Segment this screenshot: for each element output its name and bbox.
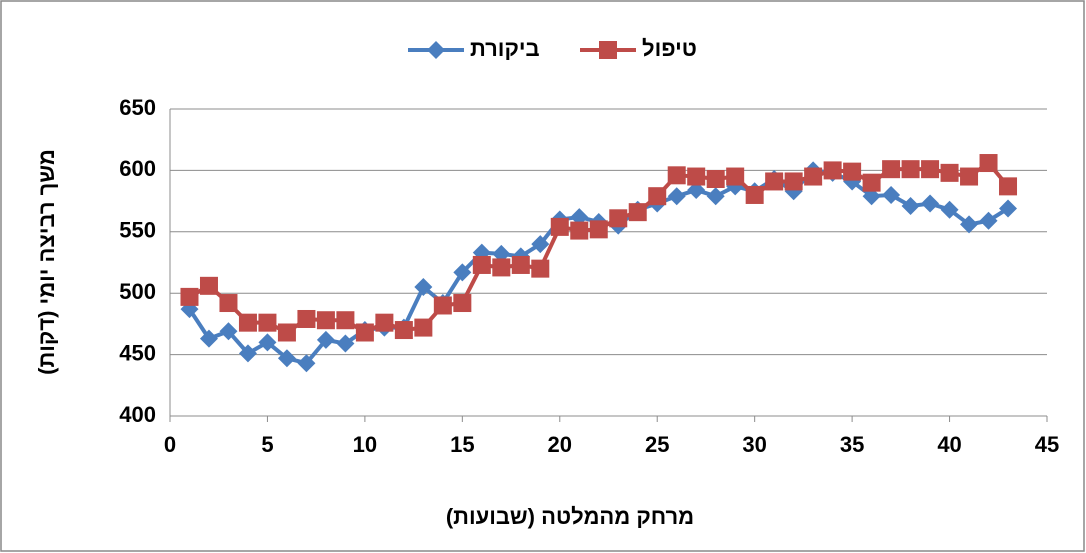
data-point [589, 220, 608, 239]
data-point [882, 185, 901, 204]
data-point [706, 169, 725, 188]
data-point [901, 160, 920, 179]
data-point [238, 313, 257, 332]
data-point [570, 221, 589, 240]
x-tick-label: 30 [742, 432, 766, 457]
data-point [999, 199, 1018, 218]
data-point [453, 263, 472, 282]
data-point [706, 187, 725, 206]
data-point [882, 160, 901, 179]
legend-marker [427, 41, 445, 59]
data-point [823, 161, 842, 180]
data-point [316, 330, 335, 349]
x-tick-label: 35 [840, 432, 864, 457]
data-point [511, 255, 530, 274]
legend-label: טיפול [642, 36, 697, 61]
data-point [667, 187, 686, 206]
data-point [336, 311, 355, 330]
data-point [648, 187, 667, 206]
data-point [414, 278, 433, 297]
data-point [297, 354, 316, 373]
data-point [667, 166, 686, 185]
data-point [921, 194, 940, 213]
data-point [921, 160, 940, 179]
data-point [804, 167, 823, 186]
y-tick-label: 600 [119, 156, 156, 181]
data-point [219, 294, 238, 313]
data-point [394, 321, 413, 340]
data-point [316, 311, 335, 330]
x-tick-label: 45 [1035, 432, 1059, 457]
x-tick-label: 25 [645, 432, 669, 457]
x-tick-label: 15 [450, 432, 474, 457]
y-axis-label: משך רביצה יומי (דקות) [34, 149, 59, 375]
data-point [531, 235, 550, 254]
data-point [277, 349, 296, 368]
data-point [628, 203, 647, 222]
data-point [550, 217, 569, 236]
x-tick-label: 40 [937, 432, 961, 457]
data-point [687, 181, 706, 200]
data-point [940, 200, 959, 219]
data-point [199, 276, 218, 295]
y-tick-label: 650 [119, 95, 156, 120]
data-point [979, 154, 998, 173]
data-point [277, 323, 296, 342]
data-point [297, 309, 316, 328]
data-point [258, 313, 277, 332]
data-point [901, 197, 920, 216]
x-tick-label: 10 [353, 432, 377, 457]
data-point [765, 172, 784, 191]
data-point [375, 313, 394, 332]
data-point [862, 187, 881, 206]
data-point [199, 329, 218, 348]
data-point [180, 287, 199, 306]
data-point [258, 333, 277, 352]
x-axis-label: מרחק מהמלטה (שבועות) [446, 504, 694, 529]
data-point [336, 334, 355, 353]
data-point [687, 167, 706, 186]
x-tick-label: 5 [261, 432, 273, 457]
legend-label: ביקורת [470, 36, 540, 61]
y-tick-label: 450 [119, 340, 156, 365]
data-point [472, 255, 491, 274]
y-tick-label: 400 [119, 402, 156, 427]
data-point [219, 322, 238, 341]
x-tick-label: 0 [164, 432, 176, 457]
data-point [745, 185, 764, 204]
data-point [570, 208, 589, 227]
data-point [726, 167, 745, 186]
x-tick-label: 20 [548, 432, 572, 457]
data-point [492, 258, 511, 277]
data-point [999, 177, 1018, 196]
data-point [238, 344, 257, 363]
data-point [960, 215, 979, 234]
data-point [531, 259, 550, 278]
data-point [355, 323, 374, 342]
y-tick-label: 500 [119, 279, 156, 304]
data-point [784, 172, 803, 191]
y-tick-label: 550 [119, 218, 156, 243]
data-point [940, 163, 959, 182]
data-point [414, 318, 433, 337]
data-point [979, 211, 998, 230]
data-point [843, 162, 862, 181]
data-point [453, 294, 472, 313]
data-point [433, 296, 452, 315]
data-point [492, 244, 511, 263]
data-point [862, 173, 881, 192]
data-point [960, 167, 979, 186]
data-point [609, 209, 628, 228]
legend-marker [599, 41, 617, 59]
